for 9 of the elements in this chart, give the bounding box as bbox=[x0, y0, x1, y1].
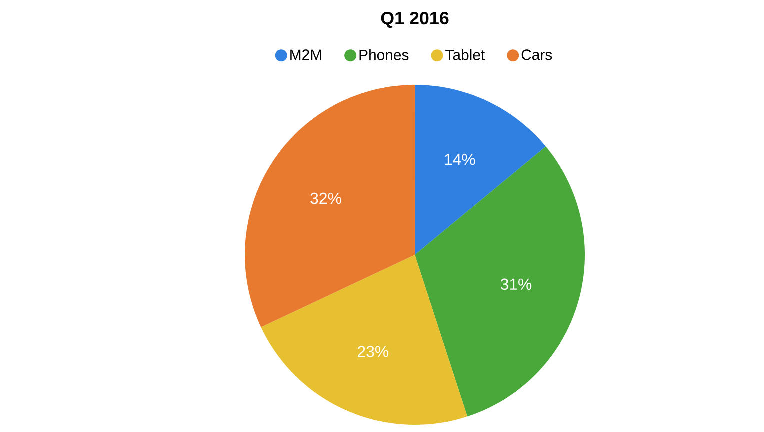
chart-title: Q1 2016 bbox=[381, 12, 449, 28]
data-label: 31% bbox=[500, 278, 532, 290]
data-label: 14% bbox=[445, 154, 476, 166]
legend-label: Cars bbox=[522, 50, 552, 60]
data-label: 23% bbox=[358, 346, 389, 358]
legend-label: M2M bbox=[290, 50, 322, 60]
legend-label: Tablet bbox=[446, 49, 486, 60]
data-label: 32% bbox=[310, 192, 342, 204]
legend-label: Phones bbox=[360, 49, 409, 60]
